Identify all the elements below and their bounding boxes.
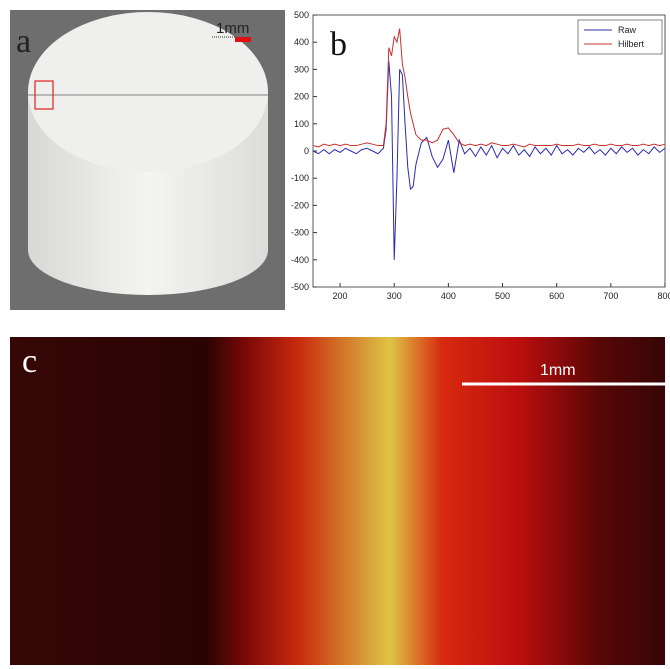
- scale-label: 1mm: [216, 20, 249, 37]
- scale-bar: [235, 37, 251, 42]
- y-tick-label: 200: [294, 92, 309, 102]
- x-tick-label: 400: [441, 291, 456, 301]
- y-tick-label: 400: [294, 37, 309, 47]
- y-tick-label: -400: [291, 255, 309, 265]
- heatmap: [10, 337, 665, 665]
- panel-c: c 1mm: [10, 337, 665, 665]
- panel-label: b: [330, 26, 347, 63]
- legend-label: Hilbert: [618, 39, 645, 49]
- legend-label: Raw: [618, 25, 637, 35]
- x-tick-label: 600: [549, 291, 564, 301]
- panel-a: a 1mm: [10, 10, 285, 310]
- legend-box: [577, 19, 663, 55]
- region-box: [34, 80, 54, 110]
- y-tick-label: 500: [294, 10, 309, 20]
- panel-label: c: [22, 343, 37, 380]
- heatmap-shade: [10, 337, 665, 665]
- y-tick-label: -100: [291, 173, 309, 183]
- x-tick-label: 200: [333, 291, 348, 301]
- series-line: [312, 61, 666, 260]
- series-line: [312, 28, 666, 148]
- x-tick-label: 800: [657, 291, 670, 301]
- panel-b: b -500 -400 -300 -200 -100 0 100 200 300 400 500 20…: [291, 10, 670, 301]
- y-tick-label: -300: [291, 228, 309, 238]
- x-tick-label: 300: [387, 291, 402, 301]
- scale-label: 1mm: [540, 362, 576, 379]
- y-tick-label: 300: [294, 64, 309, 74]
- x-tick-label: 700: [603, 291, 618, 301]
- x-tick-label: 500: [495, 291, 510, 301]
- y-tick-label: 100: [294, 119, 309, 129]
- y-tick-label: -200: [291, 200, 309, 210]
- panel-label: a: [16, 23, 31, 60]
- y-tick-label: 0: [304, 146, 309, 156]
- cylinder-top: [28, 12, 268, 172]
- y-tick-label: -500: [291, 282, 309, 292]
